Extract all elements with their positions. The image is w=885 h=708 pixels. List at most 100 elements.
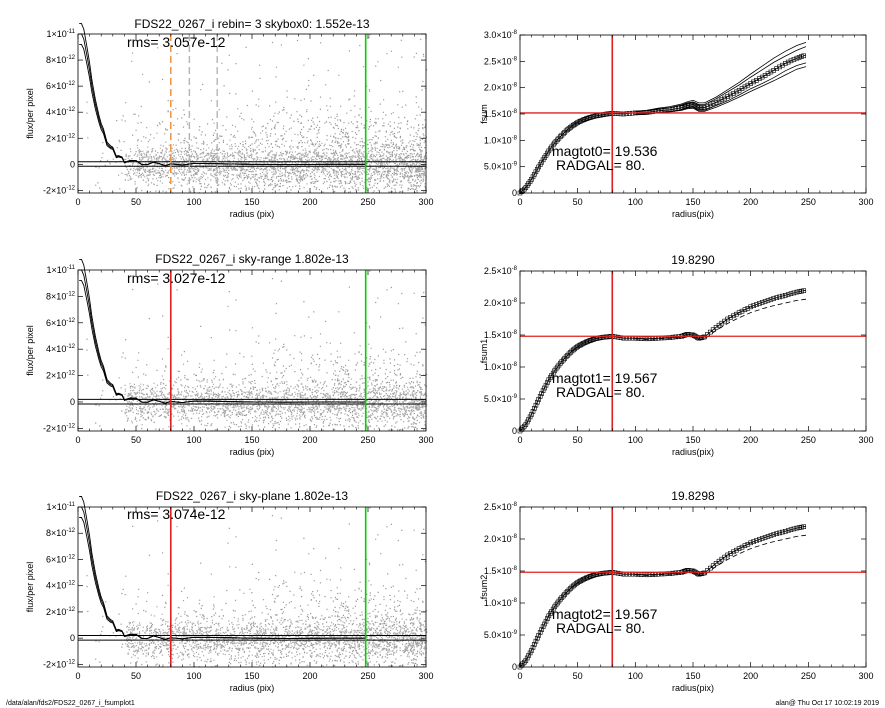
y-tick-label: 5.0×10-9 <box>484 394 518 404</box>
rms-annotation: rms= 3.027e-12 <box>127 270 226 286</box>
fsum-marker <box>762 299 768 304</box>
y-tick-label: 6×10-12 <box>46 554 76 564</box>
fsum-marker <box>692 103 697 108</box>
fsum-marker <box>731 91 736 96</box>
fsum-marker <box>710 327 716 333</box>
fsum-marker <box>530 644 536 650</box>
y-tick-label: 1×10-11 <box>46 265 75 275</box>
x-tick-label: 250 <box>360 435 375 445</box>
fsum-marker <box>736 310 742 315</box>
fsum-marker <box>739 308 745 314</box>
fsum-marker <box>615 334 621 340</box>
fsum-marker <box>558 360 563 366</box>
fsum-marker <box>785 292 791 297</box>
y-tick-exponent: -8 <box>512 330 518 336</box>
y-tick-mantissa: -2×10 <box>43 185 66 195</box>
y-tick-label: 0 <box>512 662 517 672</box>
y-tick-mantissa: 0 <box>512 188 517 198</box>
fsum-marker <box>771 296 777 301</box>
x-tick-label: 0 <box>517 197 522 207</box>
y-tick-label: 1.0×10-8 <box>484 598 518 608</box>
fsum-marker <box>555 137 560 143</box>
chart-panel-p2: 0 50 100 150 200 250 300-2×10-1202×10-124×10-1… <box>25 252 434 457</box>
x-tick-label: 200 <box>743 671 758 681</box>
fsum-marker <box>759 536 765 541</box>
fsum-marker <box>707 102 713 108</box>
radial-profile-curve <box>79 517 366 640</box>
x-tick-label: 300 <box>418 671 433 681</box>
y-tick-mantissa: 4×10 <box>46 344 66 354</box>
fsum-marker <box>748 540 754 546</box>
y-tick-mantissa: 1.5×10 <box>484 566 512 576</box>
fsum-marker <box>624 111 630 116</box>
fsum-marker <box>780 529 785 535</box>
chart-panel-p3: 0 50 100 150 200 250 300-2×10-1202×10-124×10-1… <box>25 489 434 693</box>
y-tick-mantissa: 2×10 <box>46 371 66 381</box>
y-axis-label: fsum2 <box>479 575 489 600</box>
fsum-marker <box>612 111 618 116</box>
y-tick-mantissa: 6×10 <box>46 81 66 91</box>
rms-annotation: rms= 3.074e-12 <box>127 506 226 522</box>
y-tick-mantissa: 8×10 <box>46 55 66 65</box>
y-tick-exponent: -8 <box>512 56 518 62</box>
fsum-marker <box>519 663 524 668</box>
footer-path: /data/alan/fds2/FDS22_0267_i_fsumplot1 <box>6 700 135 707</box>
y-tick-label: 1.0×10-8 <box>484 362 518 372</box>
fsum-marker <box>563 590 569 596</box>
y-tick-exponent: -12 <box>66 423 75 429</box>
fsum-marker <box>751 539 756 545</box>
y-tick-exponent: -12 <box>66 55 75 61</box>
x-tick-label: 0 <box>75 671 80 681</box>
y-axis-label: flux/per pixel <box>25 88 35 139</box>
y-tick-mantissa: 5.0×10 <box>484 394 512 404</box>
fsum-marker <box>801 53 807 59</box>
y-tick-exponent: -8 <box>512 135 518 141</box>
chart-panel-p1: 0 50 100 150 200 250 300-2×10-1202×10-124×10-1… <box>25 17 434 219</box>
fsum-marker <box>722 95 728 101</box>
y-tick-mantissa: 0 <box>512 662 517 672</box>
y-tick-exponent: -8 <box>512 566 518 572</box>
chart-panel-p5: 0 50 100 150 200 250 30005.0×10-91.0×10-81.5×1… <box>479 253 874 457</box>
fsum-marker <box>537 394 543 399</box>
fsum-marker <box>527 414 533 420</box>
fsum-marker <box>527 650 533 656</box>
y-tick-label: 6×10-12 <box>46 81 76 91</box>
x-tick-label: 200 <box>302 197 317 207</box>
x-axis-label: radius(pix) <box>672 683 714 693</box>
radgal-annotation: RADGAL= 80. <box>556 157 645 173</box>
chart-panel-p6: 0 50 100 150 200 250 30005.0×10-91.0×10-81.5×1… <box>479 489 874 693</box>
y-tick-exponent: -8 <box>512 109 518 115</box>
fsum-marker <box>559 595 565 600</box>
fsum-marker <box>523 422 529 427</box>
fsum-marker <box>532 405 537 411</box>
x-tick-label: 50 <box>131 435 141 445</box>
fsum-marker <box>615 570 621 576</box>
fsum-marker <box>520 425 526 431</box>
y-tick-label: 1×10-11 <box>46 29 75 39</box>
x-tick-label: 0 <box>75 197 80 207</box>
x-tick-label: 0 <box>517 671 522 681</box>
fsum-marker <box>754 78 759 83</box>
fsum-marker <box>521 659 527 665</box>
y-tick-mantissa: 1.0×10 <box>484 362 512 372</box>
rms-annotation: rms= 3.057e-12 <box>127 34 226 50</box>
fsum-marker <box>728 315 733 320</box>
fsum-marker <box>560 131 566 137</box>
fsum-marker <box>768 69 774 75</box>
fsum-marker <box>801 288 807 294</box>
y-tick-label: 0 <box>70 633 75 643</box>
fsum-bound-line <box>635 42 807 112</box>
fsum-marker <box>563 128 569 134</box>
fsum-marker <box>526 653 531 658</box>
fsum-marker <box>519 189 524 194</box>
fsum-marker <box>751 79 756 85</box>
fsum-marker <box>699 335 704 340</box>
fsum-marker <box>788 291 794 297</box>
fsum-marker <box>545 380 550 385</box>
fsum-marker <box>545 616 550 621</box>
x-tick-label: 150 <box>685 435 700 445</box>
y-tick-label: 2.5×10-8 <box>484 56 518 66</box>
y-tick-label: 8×10-12 <box>46 291 76 301</box>
x-tick-label: 50 <box>573 671 583 681</box>
fsum-marker <box>566 587 572 593</box>
